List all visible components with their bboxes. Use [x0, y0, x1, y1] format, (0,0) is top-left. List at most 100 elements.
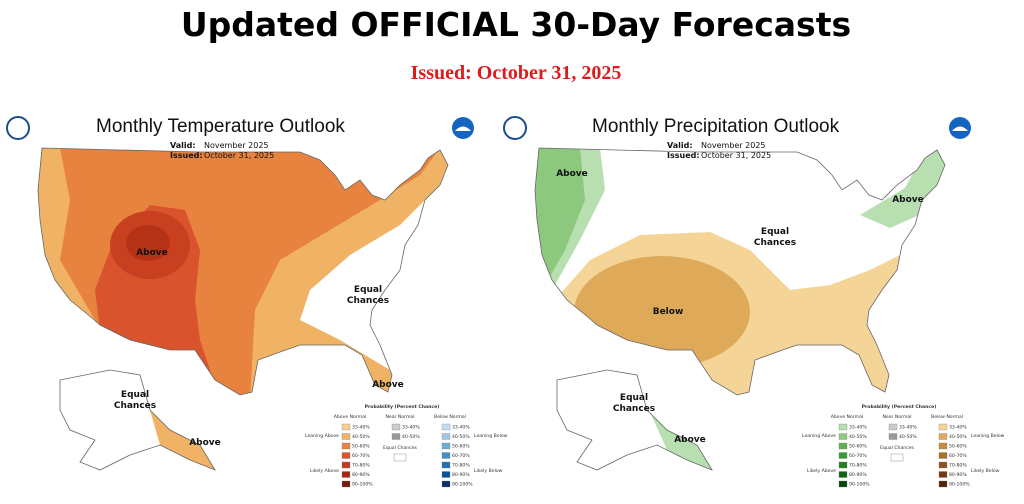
legend-column: Below Normal [434, 414, 466, 420]
legend-equal: Equal Chances [880, 445, 914, 451]
legend-side: Leaning Above [305, 433, 339, 439]
legend-swatch [938, 461, 948, 469]
region-label: Equal Chances [114, 390, 156, 411]
legend-range: 60-70% [949, 453, 967, 459]
map-title: Monthly Temperature Outlook [96, 116, 345, 137]
region-label: Above [892, 195, 924, 205]
legend-range: 60-70% [352, 453, 370, 459]
legend-range: 80-90% [352, 472, 370, 478]
legend-range: 33-40% [452, 425, 470, 431]
legend-swatch [938, 452, 948, 459]
legend-range: 50-60% [452, 444, 470, 450]
legend-range: 70-80% [949, 463, 967, 469]
legend-swatch [938, 480, 948, 488]
legend-column: Near Normal [882, 414, 911, 420]
legend-range: 33-40% [849, 425, 867, 431]
legend-range: 40-50% [452, 434, 470, 440]
legend-range: 70-80% [849, 463, 867, 469]
legend-range: 90-100% [949, 482, 970, 488]
legend-swatch [938, 423, 948, 431]
legend-range: 90-100% [849, 482, 870, 488]
legend-range: 40-50% [402, 434, 420, 440]
legend-swatch [341, 461, 351, 469]
legend-swatch [341, 433, 351, 440]
legend-side: Likely Below [971, 468, 1000, 474]
legend-swatch [838, 442, 848, 450]
legend-swatch [393, 453, 407, 462]
legend-range: 40-50% [949, 434, 967, 440]
legend-range: 40-50% [849, 434, 867, 440]
region-label: Above [372, 380, 404, 390]
legend-swatch [391, 433, 401, 440]
legend-range: 90-100% [352, 482, 373, 488]
region-label: Equal Chances [754, 227, 796, 248]
legend-swatch [838, 471, 848, 478]
legend-side: Leaning Above [802, 433, 836, 439]
legend-range: 33-40% [352, 425, 370, 431]
valid-label: Valid: [667, 141, 693, 150]
region-label: Below [653, 307, 684, 317]
region-label: Above [189, 438, 221, 448]
legend-range: 50-60% [352, 444, 370, 450]
legend-range: 33-40% [402, 425, 420, 431]
legend-swatch [441, 480, 451, 488]
page-subtitle: Issued: October 31, 2025 [411, 62, 622, 84]
legend-column: Near Normal [385, 414, 414, 420]
legend-range: 50-60% [849, 444, 867, 450]
legend-swatch [838, 423, 848, 431]
legend-side: Likely Below [474, 468, 503, 474]
legend-swatch [838, 480, 848, 488]
legend-swatch [441, 452, 451, 459]
legend-range: 40-50% [352, 434, 370, 440]
region-label: Equal Chances [347, 285, 389, 306]
legend-side: Leaning Below [971, 433, 1005, 439]
region-label: Equal Chances [613, 393, 655, 414]
legend-swatch [890, 453, 904, 462]
legend-swatch [391, 423, 401, 431]
valid-date: November 2025 [701, 141, 766, 150]
issued-label: Issued: [170, 151, 203, 160]
legend-range: 70-80% [352, 463, 370, 469]
page-title: Updated OFFICIAL 30-Day Forecasts [181, 5, 851, 44]
legend-range: 33-40% [899, 425, 917, 431]
region-label: Above [674, 435, 706, 445]
region-label: Above [556, 169, 588, 179]
legend-range: 40-50% [899, 434, 917, 440]
legend-range: 50-60% [949, 444, 967, 450]
issued-label: Issued: [667, 151, 700, 160]
valid-label: Valid: [170, 141, 196, 150]
legend-side: Likely Above [807, 468, 836, 474]
legend-equal: Equal Chances [383, 445, 417, 451]
legend-swatch [441, 433, 451, 440]
map-title: Monthly Precipitation Outlook [592, 116, 840, 137]
legend-range: 70-80% [452, 463, 470, 469]
legend-side: Leaning Below [474, 433, 508, 439]
legend-swatch [341, 423, 351, 431]
legend-column: Above Normal [831, 414, 864, 420]
legend-swatch [441, 471, 451, 478]
legend-side: Likely Above [310, 468, 339, 474]
legend-swatch [341, 452, 351, 459]
region-label: Above [136, 248, 168, 258]
issued-date: October 31, 2025 [701, 151, 771, 160]
legend-swatch [441, 461, 451, 469]
legend-swatch [888, 423, 898, 431]
legend-swatch [341, 480, 351, 488]
valid-date: November 2025 [204, 141, 269, 150]
legend-swatch [838, 433, 848, 440]
legend-range: 80-90% [949, 472, 967, 478]
legend-title: Probability (Percent Chance) [365, 404, 440, 410]
legend-swatch [341, 442, 351, 450]
legend-swatch [441, 442, 451, 450]
legend-swatch [838, 461, 848, 469]
legend-range: 60-70% [452, 453, 470, 459]
legend-swatch [938, 433, 948, 440]
legend-swatch [938, 442, 948, 450]
legend-swatch [838, 452, 848, 459]
legend-swatch [341, 471, 351, 478]
legend-column: Above Normal [334, 414, 367, 420]
legend-range: 33-40% [949, 425, 967, 431]
issued-date: October 31, 2025 [204, 151, 274, 160]
legend-range: 80-90% [452, 472, 470, 478]
